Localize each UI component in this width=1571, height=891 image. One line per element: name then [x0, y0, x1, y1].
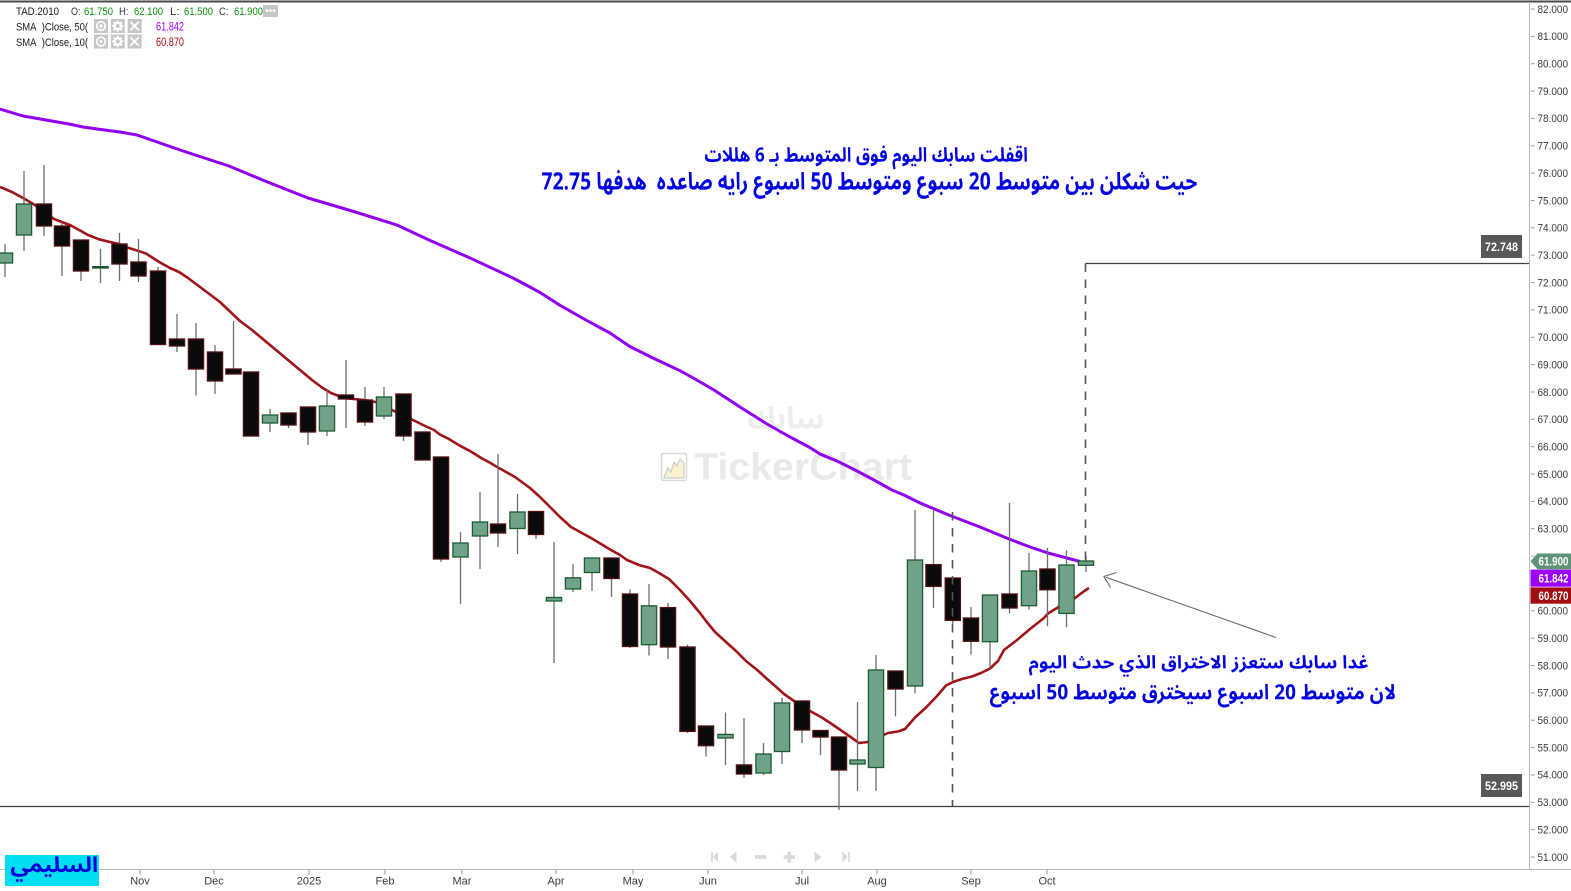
svg-text:58.000: 58.000: [1538, 660, 1569, 672]
svg-text:68.000: 68.000: [1538, 387, 1569, 399]
svg-text:69.000: 69.000: [1538, 359, 1569, 371]
svg-text:56.000: 56.000: [1538, 715, 1569, 727]
svg-text:C:: C:: [219, 6, 229, 18]
svg-text:55.000: 55.000: [1538, 742, 1569, 754]
svg-text:64.000: 64.000: [1538, 496, 1569, 508]
svg-text:61.900: 61.900: [1539, 557, 1569, 569]
svg-text:TAD.2010: TAD.2010: [16, 6, 59, 18]
svg-text:Sep: Sep: [961, 876, 981, 888]
svg-text:60.000: 60.000: [1538, 606, 1569, 618]
svg-text:Dec: Dec: [204, 876, 224, 888]
svg-text:82.000: 82.000: [1538, 4, 1569, 16]
svg-text:O:: O:: [71, 6, 81, 18]
svg-text:76.000: 76.000: [1538, 168, 1569, 180]
svg-text:81.000: 81.000: [1538, 31, 1569, 43]
svg-text:Aug: Aug: [867, 876, 887, 888]
svg-text:2025: 2025: [297, 876, 321, 888]
svg-text:59.000: 59.000: [1538, 633, 1569, 645]
svg-text:65.000: 65.000: [1538, 469, 1569, 481]
svg-text:62.100: 62.100: [134, 6, 163, 18]
svg-text:61.750: 61.750: [84, 6, 113, 18]
svg-text:80.000: 80.000: [1538, 59, 1569, 71]
svg-text:61.842: 61.842: [1539, 573, 1569, 585]
svg-text:54.000: 54.000: [1538, 770, 1569, 782]
svg-text:H:: H:: [119, 6, 129, 18]
svg-text:Feb: Feb: [376, 876, 395, 888]
svg-text:57.000: 57.000: [1538, 688, 1569, 700]
svg-text:72.748: 72.748: [1485, 240, 1518, 254]
svg-text:Mar: Mar: [453, 876, 472, 888]
svg-text:71.000: 71.000: [1538, 305, 1569, 317]
svg-text:SMA )Close, 50(: SMA )Close, 50(: [16, 22, 88, 34]
svg-text:74.000: 74.000: [1538, 223, 1569, 235]
svg-text:72.000: 72.000: [1538, 277, 1569, 289]
svg-text:52.000: 52.000: [1538, 824, 1569, 836]
svg-text:•••: •••: [265, 6, 276, 17]
svg-text:75.000: 75.000: [1538, 195, 1569, 207]
svg-text:Jul: Jul: [795, 876, 809, 888]
svg-text:79.000: 79.000: [1538, 86, 1569, 98]
svg-text:66.000: 66.000: [1538, 442, 1569, 454]
svg-text:May: May: [623, 876, 644, 888]
svg-text:Nov: Nov: [130, 876, 150, 888]
svg-text:63.000: 63.000: [1538, 524, 1569, 536]
svg-text:77.000: 77.000: [1538, 141, 1569, 153]
svg-text:52.995: 52.995: [1485, 779, 1518, 793]
svg-text:Oct: Oct: [1038, 876, 1055, 888]
svg-text:61.500: 61.500: [184, 6, 213, 18]
svg-text:51.000: 51.000: [1538, 852, 1569, 864]
svg-text:61.900: 61.900: [234, 6, 263, 18]
svg-text:Jun: Jun: [699, 876, 717, 888]
svg-text:53.000: 53.000: [1538, 797, 1569, 809]
svg-text:73.000: 73.000: [1538, 250, 1569, 262]
svg-text:67.000: 67.000: [1538, 414, 1569, 426]
svg-text:61.842: 61.842: [156, 20, 184, 34]
svg-text:Apr: Apr: [547, 876, 564, 888]
svg-text:60.870: 60.870: [156, 35, 184, 49]
svg-text:60.870: 60.870: [1539, 591, 1569, 603]
svg-text:78.000: 78.000: [1538, 113, 1569, 125]
svg-text:L:: L:: [170, 6, 180, 18]
svg-text:SMA )Close, 10(: SMA )Close, 10(: [16, 37, 88, 49]
svg-text:70.000: 70.000: [1538, 332, 1569, 344]
